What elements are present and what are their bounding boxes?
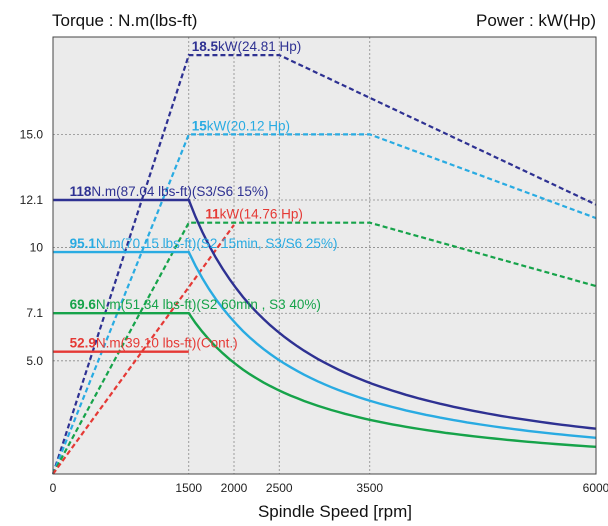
annotation-6: 52.9N.m(39.10 lbs-ft)(Cont.) <box>70 336 238 351</box>
x-tick-label-3: 2500 <box>266 481 293 495</box>
power-line-s3_40 <box>52 221 597 475</box>
x-axis-title: Spindle Speed [rpm] <box>258 502 412 521</box>
left-axis-title: Torque : N.m(lbs-ft) <box>52 11 197 30</box>
annotation-text-1: kW(20.12 Hp) <box>207 118 290 133</box>
torque-curve-s3_25 <box>53 250 597 439</box>
torque-curve-s3_15 <box>53 198 597 430</box>
tick-labels: 5.0 7.1 10 12.1 15.0 0 1500 2000 2500 3500 6000 <box>20 127 608 495</box>
plot-border <box>52 36 597 475</box>
annotation-value-1: 15 <box>192 118 208 133</box>
annotation-value-4: 95.1 <box>70 236 97 251</box>
annotation-text-2: kW(14.76 Hp) <box>220 207 303 222</box>
annotation-value-2: 11 <box>205 207 220 222</box>
annotation-4: 95.1N.m(70.15 lbs-ft)(S2 15min, S3/S6 25… <box>70 236 338 251</box>
annotation-text-4: N.m(70.15 lbs-ft)(S2 15min, S3/S6 25%) <box>96 236 338 251</box>
y-tick-label-0: 5.0 <box>26 354 43 368</box>
annotation-value-5: 69.6 <box>70 297 97 312</box>
x-tick-label-2: 2000 <box>221 481 248 495</box>
annotation-2: 11kW(14.76 Hp) <box>205 207 303 222</box>
power-line-s3_15 <box>51 53 597 475</box>
annotation-text-0: kW(24.81 Hp) <box>218 39 301 54</box>
x-tick-label-5: 6000 <box>583 481 608 495</box>
annotation-layer: 18.5kW(24.81 Hp) 15kW(20.12 Hp) 11kW(14.76… <box>70 39 338 351</box>
x-tick-label-4: 3500 <box>356 481 383 495</box>
series-layer <box>51 53 597 475</box>
y-tick-label-4: 15.0 <box>20 127 44 141</box>
grid <box>53 37 596 474</box>
annotation-value-3: 118 <box>70 184 92 199</box>
power-line-cont <box>52 224 235 475</box>
y-tick-label-3: 12.1 <box>20 193 44 207</box>
torque-curve-s3_40 <box>53 312 597 448</box>
annotation-1: 15kW(20.12 Hp) <box>192 118 290 133</box>
x-tick-label-1: 1500 <box>175 481 202 495</box>
x-tick-label-0: 0 <box>50 481 57 495</box>
annotation-3: 118N.m(87.04 lbs-ft)(S3/S6 15%) <box>70 184 269 199</box>
y-tick-label-1: 7.1 <box>26 306 43 320</box>
plot-area <box>53 37 596 474</box>
annotation-0: 18.5kW(24.81 Hp) <box>192 39 302 54</box>
right-axis-title: Power : kW(Hp) <box>476 11 596 30</box>
y-tick-label-2: 10 <box>30 241 44 255</box>
annotation-text-6: N.m(39.10 lbs-ft)(Cont.) <box>96 336 238 351</box>
annotation-value-0: 18.5 <box>192 39 219 54</box>
annotation-5: 69.6N.m(51.34 lbs-ft)(S2 60min , S3 40%) <box>70 297 321 312</box>
annotation-text-3: N.m(87.04 lbs-ft)(S3/S6 15%) <box>91 184 268 199</box>
annotation-text-5: N.m(51.34 lbs-ft)(S2 60min , S3 40%) <box>96 297 321 312</box>
power-line-s3_25 <box>51 133 597 475</box>
annotation-value-6: 52.9 <box>70 336 96 351</box>
